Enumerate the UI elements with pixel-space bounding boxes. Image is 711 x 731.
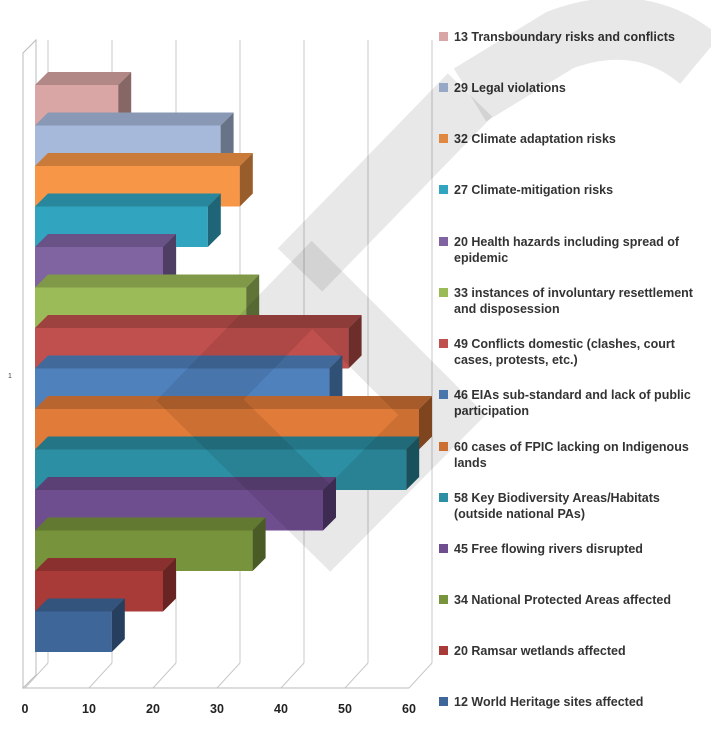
bar-top: [35, 355, 343, 369]
gridline-floor: [152, 662, 177, 689]
bar-side: [323, 477, 336, 531]
bar: [35, 598, 125, 652]
legend-swatch: [439, 237, 448, 246]
legend-item: 58 Key Biodiversity Areas/Habitats (outs…: [439, 490, 706, 522]
bar-top: [35, 193, 221, 207]
legend-item: 29 Legal violations: [439, 80, 706, 96]
x-axis-ticks: 0 10 20 30 40 50 60: [22, 702, 416, 716]
legend-label: 58 Key Biodiversity Areas/Habitats (outs…: [454, 491, 660, 521]
legend-item: 45 Free flowing rivers disrupted: [439, 541, 706, 557]
gridline-floor: [24, 662, 49, 689]
legend-swatch: [439, 288, 448, 297]
legend-item: 32 Climate adaptation risks: [439, 131, 706, 147]
legend-item: 27 Climate-mitigation risks: [439, 182, 706, 198]
bar-side: [163, 234, 176, 288]
gridline-floor: [408, 662, 433, 689]
legend-label: 20 Health hazards including spread of ep…: [454, 235, 680, 265]
bar-top: [35, 477, 336, 490]
bar-top: [35, 112, 234, 126]
gridline-floor: [280, 662, 305, 689]
legend-label: 13 Transboundary risks and conflicts: [454, 30, 675, 44]
legend-item: 20 Health hazards including spread of ep…: [439, 234, 706, 266]
bar-top: [35, 153, 253, 166]
legend-swatch: [439, 646, 448, 655]
legend-item: 33 instances of involuntary resettlement…: [439, 285, 706, 317]
legend-label: 34 National Protected Areas affected: [454, 593, 671, 607]
bar-side: [419, 396, 432, 450]
legend-label: 49 Conflicts domestic (clashes, court ca…: [454, 337, 675, 367]
gridline-floor: [216, 662, 241, 689]
bar-side: [163, 558, 176, 612]
legend-item: 60 cases of FPIC lacking on Indigenous l…: [439, 439, 706, 471]
bar-top: [35, 598, 125, 612]
bar-top: [35, 234, 176, 247]
legend-label: 45 Free flowing rivers disrupted: [454, 542, 643, 556]
x-tick-label: 20: [146, 702, 160, 716]
bar-side: [111, 598, 125, 652]
legend-item: 46 EIAs sub-standard and lack of public …: [439, 387, 706, 419]
legend-swatch: [439, 442, 448, 451]
bar-top: [35, 436, 420, 450]
legend-label: 20 Ramsar wetlands affected: [454, 644, 626, 658]
gridline-floor: [88, 662, 113, 689]
legend-item: 13 Transboundary risks and conflicts: [439, 29, 706, 45]
bar-side: [239, 153, 253, 207]
x-tick-label: 0: [22, 702, 29, 716]
legend-label: 60 cases of FPIC lacking on Indigenous l…: [454, 440, 689, 470]
legend-item: 34 National Protected Areas affected: [439, 592, 706, 608]
bar-top: [35, 315, 362, 328]
legend-swatch: [439, 544, 448, 553]
legend-swatch: [439, 595, 448, 604]
bar-front: [35, 611, 112, 652]
bar-side: [220, 112, 234, 166]
bar-top: [35, 72, 132, 85]
category-axis-label: 1: [8, 373, 12, 380]
legend-label: 33 instances of involuntary resettlement…: [454, 286, 693, 316]
bar-top: [35, 274, 260, 288]
x-tick-label: 40: [274, 702, 288, 716]
bars: [35, 72, 432, 652]
legend-swatch: [439, 697, 448, 706]
x-tick-label: 50: [338, 702, 352, 716]
legend-item: 49 Conflicts domestic (clashes, court ca…: [439, 336, 706, 368]
legend-swatch: [439, 185, 448, 194]
legend-item: 20 Ramsar wetlands affected: [439, 643, 706, 659]
bar-side: [118, 72, 132, 126]
bar-side: [329, 355, 343, 409]
legend-swatch: [439, 390, 448, 399]
legend-label: 32 Climate adaptation risks: [454, 132, 616, 146]
legend-swatch: [439, 32, 448, 41]
legend-swatch: [439, 83, 448, 92]
x-tick-label: 60: [402, 702, 416, 716]
chart-back-wall: [22, 38, 37, 690]
legend-item: 12 World Heritage sites affected: [439, 694, 706, 710]
bar-side: [252, 517, 266, 571]
bar-side: [406, 436, 420, 490]
legend-label: 12 World Heritage sites affected: [454, 695, 644, 709]
bar-top: [35, 396, 432, 409]
legend-swatch: [439, 134, 448, 143]
bar-side: [348, 315, 362, 369]
bar-top: [35, 558, 176, 571]
bar-side: [246, 274, 260, 328]
x-tick-label: 10: [82, 702, 96, 716]
legend-swatch: [439, 493, 448, 502]
gridline-floor: [344, 662, 369, 689]
legend-label: 46 EIAs sub-standard and lack of public …: [454, 388, 691, 418]
legend-label: 29 Legal violations: [454, 81, 566, 95]
bar-top: [35, 517, 266, 531]
legend-swatch: [439, 339, 448, 348]
legend-label: 27 Climate-mitigation risks: [454, 183, 614, 197]
x-tick-label: 30: [210, 702, 224, 716]
bar-side: [207, 193, 221, 247]
